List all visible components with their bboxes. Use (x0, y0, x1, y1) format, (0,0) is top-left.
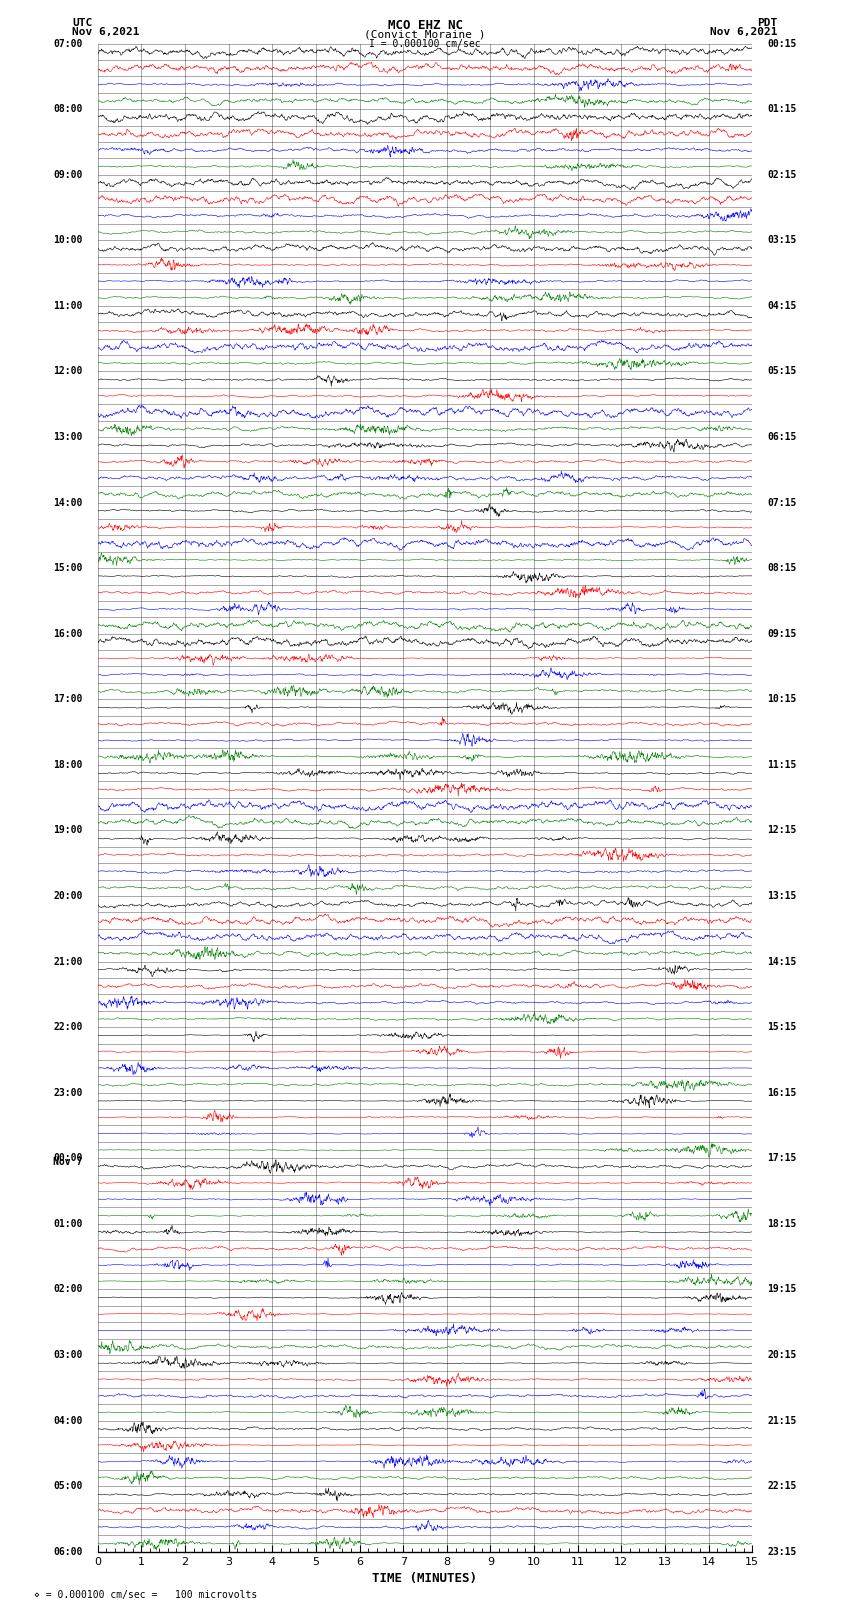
Text: 00:15: 00:15 (768, 39, 797, 48)
Text: (Convict Moraine ): (Convict Moraine ) (365, 29, 485, 39)
Text: Nov 7: Nov 7 (53, 1157, 82, 1166)
Text: 15:15: 15:15 (768, 1023, 797, 1032)
Text: PDT: PDT (757, 18, 778, 27)
Text: 06:00: 06:00 (53, 1547, 82, 1557)
Text: 20:00: 20:00 (53, 890, 82, 902)
Text: 02:15: 02:15 (768, 169, 797, 179)
Text: 12:00: 12:00 (53, 366, 82, 376)
Text: 07:00: 07:00 (53, 39, 82, 48)
Text: 22:00: 22:00 (53, 1023, 82, 1032)
Text: 08:00: 08:00 (53, 105, 82, 115)
Text: 11:15: 11:15 (768, 760, 797, 769)
Text: 03:00: 03:00 (53, 1350, 82, 1360)
Text: 10:15: 10:15 (768, 694, 797, 705)
Text: 03:15: 03:15 (768, 235, 797, 245)
Text: ⋄ = 0.000100 cm/sec =   100 microvolts: ⋄ = 0.000100 cm/sec = 100 microvolts (34, 1590, 258, 1600)
Text: 22:15: 22:15 (768, 1481, 797, 1490)
Text: 18:00: 18:00 (53, 760, 82, 769)
Text: 12:15: 12:15 (768, 826, 797, 836)
Text: 05:00: 05:00 (53, 1481, 82, 1490)
Text: MCO EHZ NC: MCO EHZ NC (388, 19, 462, 32)
Text: 21:15: 21:15 (768, 1416, 797, 1426)
Text: 17:15: 17:15 (768, 1153, 797, 1163)
Text: 06:15: 06:15 (768, 432, 797, 442)
Text: 02:00: 02:00 (53, 1284, 82, 1294)
Text: 16:15: 16:15 (768, 1087, 797, 1098)
Text: 14:00: 14:00 (53, 497, 82, 508)
Text: 20:15: 20:15 (768, 1350, 797, 1360)
Text: Nov 6,2021: Nov 6,2021 (711, 27, 778, 37)
Text: 19:00: 19:00 (53, 826, 82, 836)
Text: 23:15: 23:15 (768, 1547, 797, 1557)
Text: 04:15: 04:15 (768, 302, 797, 311)
Text: 01:15: 01:15 (768, 105, 797, 115)
Text: 16:00: 16:00 (53, 629, 82, 639)
Text: 07:15: 07:15 (768, 497, 797, 508)
Text: 04:00: 04:00 (53, 1416, 82, 1426)
Text: 13:00: 13:00 (53, 432, 82, 442)
Text: 00:00: 00:00 (53, 1153, 82, 1163)
Text: 01:00: 01:00 (53, 1219, 82, 1229)
Text: 05:15: 05:15 (768, 366, 797, 376)
Text: 17:00: 17:00 (53, 694, 82, 705)
X-axis label: TIME (MINUTES): TIME (MINUTES) (372, 1573, 478, 1586)
Text: 13:15: 13:15 (768, 890, 797, 902)
Text: 15:00: 15:00 (53, 563, 82, 573)
Text: UTC: UTC (72, 18, 93, 27)
Text: 21:00: 21:00 (53, 957, 82, 966)
Text: Nov 6,2021: Nov 6,2021 (72, 27, 139, 37)
Text: 08:15: 08:15 (768, 563, 797, 573)
Text: 11:00: 11:00 (53, 302, 82, 311)
Text: 18:15: 18:15 (768, 1219, 797, 1229)
Text: 09:00: 09:00 (53, 169, 82, 179)
Text: 10:00: 10:00 (53, 235, 82, 245)
Text: 09:15: 09:15 (768, 629, 797, 639)
Text: I = 0.000100 cm/sec: I = 0.000100 cm/sec (369, 39, 481, 48)
Text: 14:15: 14:15 (768, 957, 797, 966)
Text: 23:00: 23:00 (53, 1087, 82, 1098)
Text: 19:15: 19:15 (768, 1284, 797, 1294)
